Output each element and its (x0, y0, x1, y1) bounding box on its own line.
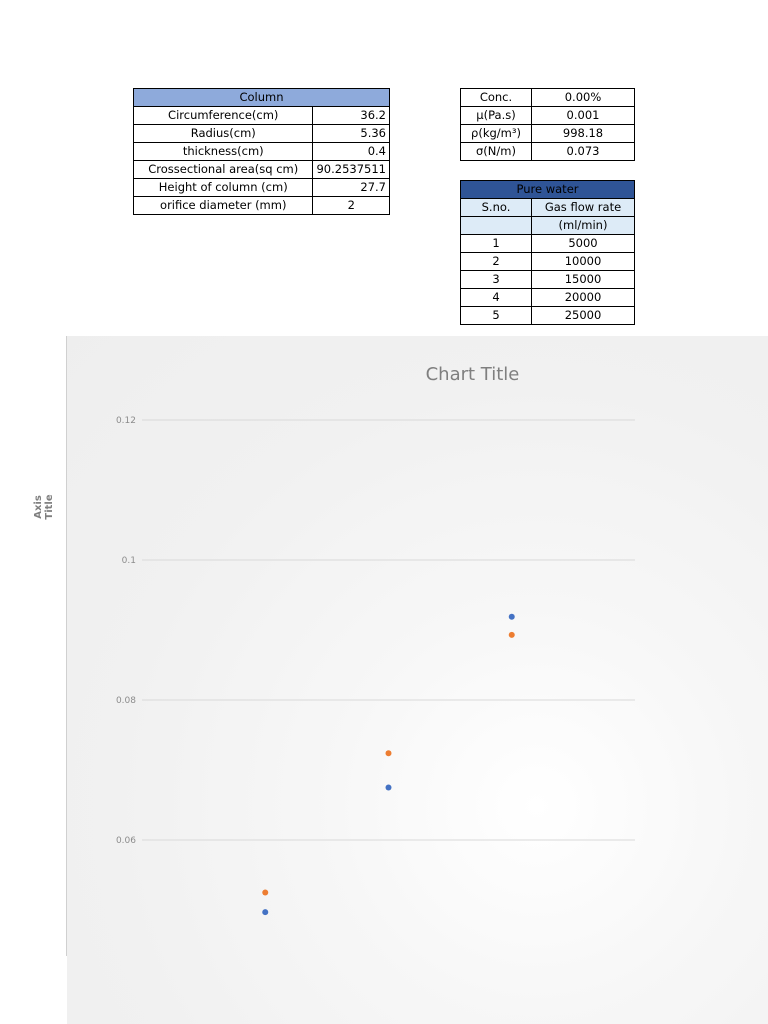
properties-table: Conc. 0.00% μ(Pa.s) 0.001 ρ(kg/m³) 998.1… (460, 88, 635, 161)
row-label: σ(N/m) (460, 142, 532, 161)
series-2-point[interactable] (385, 750, 392, 757)
series-1-point[interactable] (262, 909, 269, 916)
row-value: 0.001 (531, 106, 635, 125)
pure-water-title: Pure water (460, 180, 635, 199)
table-row: Conc. 0.00% (460, 88, 635, 107)
row-value: 0.073 (531, 142, 635, 161)
table-row: μ(Pa.s) 0.001 (460, 106, 635, 125)
row-value: 90.2537511 (312, 160, 390, 179)
series-1-point[interactable] (385, 784, 392, 791)
row-label: Height of column (cm) (132, 178, 314, 197)
rate-cell: 25000 (531, 306, 635, 325)
chart-border (66, 336, 67, 956)
row-value: 998.18 (531, 124, 635, 143)
gas-flow-unit: (ml/min) (531, 216, 635, 235)
row-label: Circumference(cm) (132, 106, 314, 125)
table-row: orifice diameter (mm) 2 (132, 196, 390, 215)
y-tick-label: 0.08 (116, 696, 136, 706)
series-2-point[interactable] (508, 631, 515, 638)
row-value: 2 (312, 196, 390, 215)
y-tick-label: 0.06 (116, 836, 136, 846)
row-label: orifice diameter (mm) (132, 196, 314, 215)
row-label: thickness(cm) (132, 142, 314, 161)
table-row: 5 25000 (460, 306, 635, 325)
chart-title[interactable]: Chart Title (425, 364, 520, 385)
table-row: Circumference(cm) 36.2 (132, 106, 390, 125)
table-row: Crossectional area(sq cm) 90.2537511 (132, 160, 390, 179)
y-tick-label: 0.1 (122, 556, 136, 566)
series-2-point[interactable] (262, 889, 269, 896)
gridlines (142, 419, 635, 841)
data-points (262, 613, 515, 916)
table-row: ρ(kg/m³) 998.18 (460, 124, 635, 143)
row-label: Crossectional area(sq cm) (132, 160, 314, 179)
sno-header: S.no. (460, 198, 532, 217)
pure-water-table: Pure water S.no. Gas flow rate (ml/min) … (460, 180, 635, 325)
column-table-header: Column (133, 88, 390, 107)
table-row: Height of column (cm) 27.7 (132, 178, 390, 197)
y-tick-labels: 0.12 0.1 0.08 0.06 (116, 416, 136, 846)
row-label: ρ(kg/m³) (460, 124, 532, 143)
series-1-point[interactable] (508, 613, 515, 620)
chart-area[interactable]: Chart Title (67, 336, 768, 1024)
table-row: σ(N/m) 0.073 (460, 142, 635, 161)
column-table: Column Circumference(cm) 36.2 Radius(cm)… (132, 88, 390, 215)
y-tick-label: 0.12 (116, 416, 136, 426)
